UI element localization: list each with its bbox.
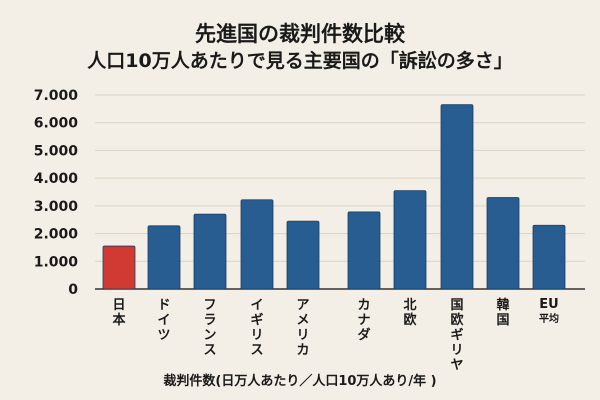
x-tick-label: ナ	[357, 313, 370, 328]
x-tick-label: 韓	[496, 297, 509, 313]
x-tick-label: フ	[203, 298, 216, 313]
y-tick-label: 2.000	[34, 227, 79, 243]
x-tick-label: ダ	[357, 327, 370, 343]
y-tick-label: 3.000	[34, 199, 79, 215]
y-tick-label: 0	[68, 282, 78, 298]
x-tick-label: カ	[357, 298, 370, 313]
y-tick-label: 7.000	[34, 88, 79, 104]
x-tick-label: リ	[296, 328, 309, 343]
chart-title-line1: 先進国の裁判件数比較	[195, 22, 405, 46]
bar	[286, 220, 320, 290]
x-tick-label: ツ	[157, 328, 170, 343]
x-tick-label: 国	[450, 298, 463, 313]
x-tick-label: ギ	[450, 327, 463, 343]
x-tick-label: リ	[450, 343, 463, 358]
x-axis-label: 裁判件数(日万人あたり／人口10万人あり/年 )	[163, 374, 437, 389]
x-tick-label: イ	[157, 313, 170, 328]
x-tick-label: 本	[112, 312, 125, 328]
x-tick-label: ス	[250, 343, 263, 358]
x-tick-label: ド	[157, 298, 170, 313]
y-tick-label: 6.000	[34, 116, 79, 132]
x-tick-label: ン	[203, 328, 216, 343]
bar	[532, 224, 566, 290]
y-tick-label: 1.000	[34, 254, 79, 270]
x-tick-label: 欧	[403, 312, 416, 328]
x-tick-label: ヤ	[450, 358, 463, 373]
bar	[193, 213, 227, 290]
bar	[147, 225, 181, 290]
x-tick-label: ギ	[250, 312, 263, 328]
x-tick-label: 国	[496, 313, 509, 328]
bar	[440, 104, 474, 290]
chart-title-line2: 人口10万人あたりで見る主要国の「訴訟の多さ」	[87, 50, 513, 72]
bar	[240, 199, 274, 290]
x-tick-label: 北	[403, 298, 416, 313]
x-tick-label: ア	[296, 298, 309, 313]
bar	[347, 211, 381, 290]
x-tick-label: イ	[250, 298, 263, 313]
x-tick-label: カ	[296, 343, 309, 358]
x-tick-label: メ	[296, 313, 309, 328]
x-tick-label: ス	[203, 343, 216, 358]
bar	[393, 190, 427, 290]
x-tick-label: ラ	[203, 313, 216, 328]
x-tick-label: 平均	[539, 312, 559, 325]
x-tick-label: 日	[112, 298, 125, 313]
y-tick-label: 4.000	[34, 171, 79, 187]
y-tick-label: 5.000	[34, 143, 79, 159]
x-tick-label: EU	[539, 297, 558, 312]
bar	[486, 197, 520, 290]
bar	[102, 245, 136, 290]
x-tick-label: 欧	[450, 312, 463, 328]
x-tick-label: リ	[250, 328, 263, 343]
